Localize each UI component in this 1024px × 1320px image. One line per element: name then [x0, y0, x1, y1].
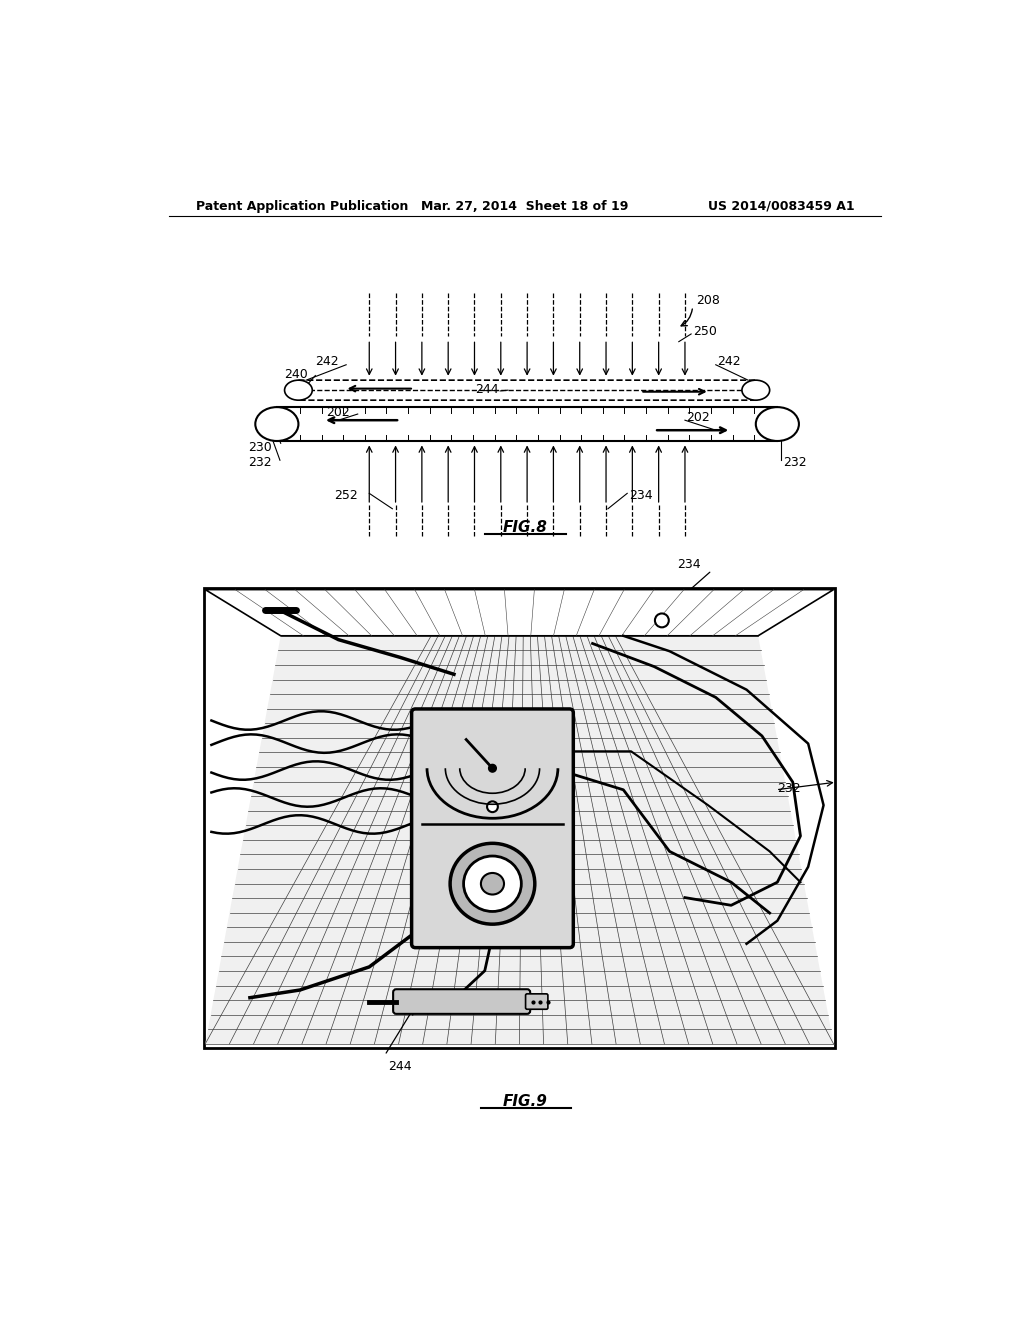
Circle shape	[487, 801, 498, 812]
Text: 202: 202	[686, 412, 711, 425]
Text: 250: 250	[692, 325, 717, 338]
Text: Patent Application Publication: Patent Application Publication	[196, 199, 409, 213]
Text: 232: 232	[777, 781, 801, 795]
Bar	[204, 589, 836, 1048]
FancyBboxPatch shape	[412, 709, 573, 948]
Text: 208: 208	[696, 294, 721, 308]
Ellipse shape	[464, 857, 521, 911]
Text: FIG.8: FIG.8	[503, 520, 547, 536]
Text: 242: 242	[717, 355, 741, 368]
Circle shape	[655, 614, 669, 627]
Bar	[276, 407, 777, 441]
Text: 202: 202	[327, 407, 350, 418]
Polygon shape	[205, 636, 834, 1044]
FancyBboxPatch shape	[298, 380, 756, 400]
Text: 234: 234	[630, 490, 653, 502]
Text: 230: 230	[248, 441, 271, 454]
Text: 244: 244	[475, 383, 499, 396]
Text: 232: 232	[783, 455, 807, 469]
Ellipse shape	[742, 380, 770, 400]
Ellipse shape	[481, 873, 504, 895]
Text: 234: 234	[677, 558, 700, 572]
Circle shape	[488, 764, 497, 772]
Text: FIG.9: FIG.9	[503, 1094, 547, 1109]
Text: 232: 232	[248, 455, 271, 469]
Polygon shape	[205, 590, 834, 636]
Ellipse shape	[285, 380, 312, 400]
Text: 242: 242	[314, 355, 339, 368]
Text: Mar. 27, 2014  Sheet 18 of 19: Mar. 27, 2014 Sheet 18 of 19	[421, 199, 629, 213]
Text: 240: 240	[284, 367, 307, 380]
Ellipse shape	[756, 407, 799, 441]
FancyBboxPatch shape	[525, 994, 548, 1010]
Ellipse shape	[255, 407, 298, 441]
FancyBboxPatch shape	[393, 989, 530, 1014]
Ellipse shape	[451, 843, 535, 924]
Text: 252: 252	[334, 490, 357, 502]
Text: US 2014/0083459 A1: US 2014/0083459 A1	[708, 199, 854, 213]
Text: 244: 244	[388, 1060, 412, 1073]
